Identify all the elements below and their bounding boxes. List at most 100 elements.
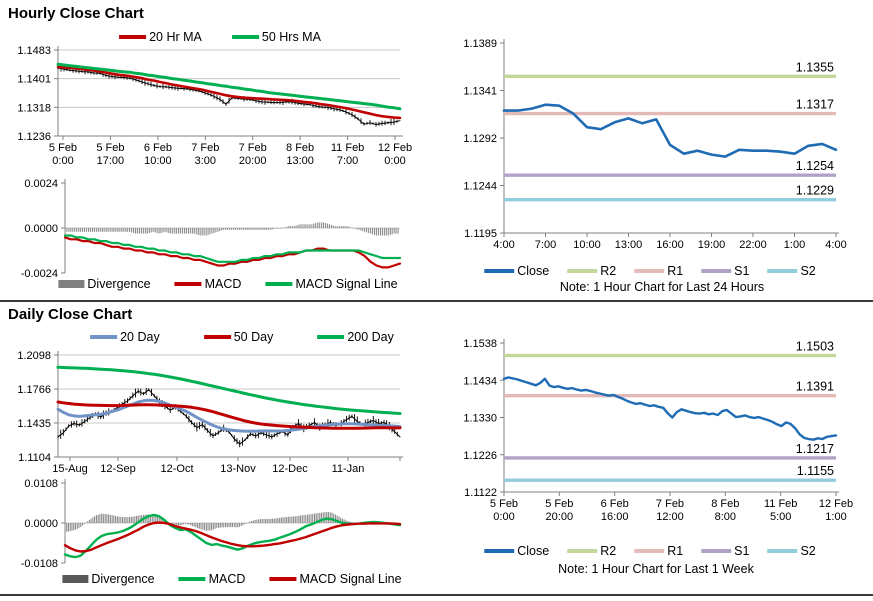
legend-swatch-icon <box>231 35 259 39</box>
x-tick-label: 16:00 <box>656 239 684 251</box>
y-tick-label: 1.1122 <box>464 487 497 499</box>
legend-item: 50 Day <box>203 330 273 344</box>
x-tick-label: 11-Jan <box>332 463 365 475</box>
series-close-line <box>502 376 838 441</box>
x-tick-label: 7 Feb <box>656 498 684 510</box>
x-tick-label: 1:00 <box>825 511 846 523</box>
legend-label: Divergence <box>91 572 155 586</box>
series-20-day-line <box>56 398 402 433</box>
legend-label: S1 <box>734 544 750 558</box>
y-tick-label: 0.0024 <box>24 178 58 190</box>
x-tick-label: 4:00 <box>825 239 846 251</box>
series-50-hrs-ma-line <box>56 62 402 111</box>
legend-swatch-icon <box>90 335 118 339</box>
legend-swatch-icon <box>701 269 732 273</box>
x-tick-label: 0:00 <box>384 155 405 167</box>
y-tick-label: 1.1104 <box>18 452 51 464</box>
legend-swatch-icon <box>567 549 598 553</box>
legend-item: R1 <box>634 544 683 558</box>
legend-item: 20 Day <box>90 330 160 344</box>
y-tick-label: 1.1766 <box>17 384 51 396</box>
legend-label: MACD Signal Line <box>295 277 398 291</box>
legend-swatch-icon <box>269 577 297 581</box>
legend-item: Close <box>484 544 549 558</box>
series-50-day-line <box>56 400 402 430</box>
legend-swatch-icon <box>203 335 231 339</box>
legend-item: MACD Signal Line <box>265 277 398 291</box>
pivot-label-r2: 1.1503 <box>796 340 834 354</box>
x-tick-label: 6 Feb <box>144 142 172 154</box>
legend-item: MACD Signal Line <box>269 572 402 586</box>
x-tick-label: 5 Feb <box>545 498 573 510</box>
x-tick-label: 8 Feb <box>711 498 739 510</box>
bottom-divider <box>0 594 873 596</box>
y-tick-label: 0.0000 <box>24 518 58 530</box>
x-tick-label: 11 Feb <box>764 498 797 510</box>
y-tick-label: 1.2098 <box>17 350 51 362</box>
x-tick-label: 7:00 <box>337 155 358 167</box>
section-divider <box>0 300 873 302</box>
hourly-pivot-note: Note: 1 Hour Chart for Last 24 Hours <box>559 280 765 294</box>
section-title-daily: Daily Close Chart <box>8 306 133 323</box>
legend-swatch-icon <box>265 282 293 286</box>
y-tick-label: 1.1318 <box>17 102 51 114</box>
legend-swatch-icon <box>767 269 798 273</box>
y-tick-label: 1.1244 <box>463 181 497 193</box>
x-tick-label: 8:00 <box>715 511 736 523</box>
x-tick-label: 5 Feb <box>490 498 518 510</box>
y-tick-label: 1.1341 <box>463 86 497 98</box>
series-macd-line <box>63 513 402 559</box>
section-title-hourly: Hourly Close Chart <box>8 5 144 22</box>
legend-item: S2 <box>767 544 816 558</box>
x-tick-label: 6 Feb <box>601 498 629 510</box>
y-tick-label: 1.1292 <box>463 133 497 145</box>
x-tick-label: 12-Sep <box>100 463 135 475</box>
legend-swatch-icon <box>174 282 202 286</box>
x-tick-label: 10:00 <box>573 239 601 251</box>
legend-label: R1 <box>667 264 684 278</box>
x-tick-label: 11 Feb <box>331 142 364 154</box>
x-tick-label: 3:00 <box>195 155 216 167</box>
legend-swatch-icon <box>484 549 515 553</box>
legend-label: R2 <box>600 544 617 558</box>
legend-swatch-icon <box>119 35 147 39</box>
legend-item: S2 <box>767 264 816 278</box>
x-tick-label: 12 Feb <box>378 142 412 154</box>
x-tick-label: 17:00 <box>97 155 125 167</box>
legend-item: 20 Hr MA <box>119 30 202 44</box>
x-tick-label: 0:00 <box>493 511 514 523</box>
series-macd-signal-line-line <box>63 234 402 263</box>
y-tick-label: 1.1435 <box>17 418 51 430</box>
x-tick-label: 12 Feb <box>819 498 853 510</box>
pivot-label-s2: 1.1155 <box>797 464 834 478</box>
x-tick-label: 5:00 <box>770 511 791 523</box>
x-tick-label: 13-Nov <box>220 463 256 475</box>
legend-label: Close <box>517 544 550 558</box>
legend-item: S1 <box>701 544 749 558</box>
legend-label: 50 Hrs MA <box>261 30 321 44</box>
y-tick-label: -0.0108 <box>21 558 58 570</box>
pivot-label-s2: 1.1229 <box>796 184 834 198</box>
series-200-day-line <box>56 365 402 415</box>
legend-label: S1 <box>734 264 750 278</box>
hourly-macd-legend: Divergence MACD MACD Signal Line <box>58 277 398 291</box>
legend-label: 20 Hr MA <box>149 30 202 44</box>
pivot-label-s1: 1.1217 <box>796 442 834 456</box>
x-tick-label: 22:00 <box>739 239 767 251</box>
y-tick-label: 1.1538 <box>463 338 497 350</box>
hourly-pivot-legend: Close R2 R1 S1 S2 <box>484 264 816 278</box>
y-tick-label: -0.0024 <box>21 268 58 280</box>
legend-swatch-icon <box>484 269 515 273</box>
x-tick-label: 5 Feb <box>96 142 124 154</box>
x-tick-label: 8 Feb <box>286 142 314 154</box>
x-tick-label: 12-Dec <box>272 463 308 475</box>
x-tick-label: 7 Feb <box>239 142 267 154</box>
legend-item: Divergence <box>58 277 151 291</box>
legend-label: R1 <box>667 544 684 558</box>
y-tick-label: 1.1226 <box>463 450 497 462</box>
legend-label: S2 <box>800 264 816 278</box>
